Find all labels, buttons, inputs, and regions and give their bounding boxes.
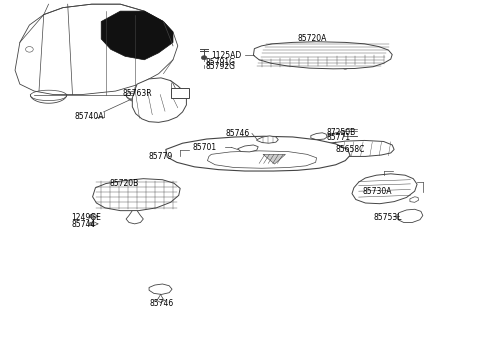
Polygon shape: [318, 140, 394, 156]
Text: 87250B: 87250B: [326, 128, 355, 136]
Text: 1249GE: 1249GE: [72, 213, 101, 222]
Text: 1125AD: 1125AD: [211, 51, 241, 60]
Text: 85720B: 85720B: [110, 179, 139, 188]
Polygon shape: [126, 211, 144, 224]
Circle shape: [89, 222, 94, 225]
Polygon shape: [166, 136, 350, 171]
Polygon shape: [311, 133, 327, 140]
Polygon shape: [352, 174, 417, 204]
Polygon shape: [93, 179, 180, 211]
Polygon shape: [101, 11, 173, 60]
Circle shape: [89, 215, 94, 218]
Text: 85779: 85779: [149, 152, 173, 161]
Bar: [170, 88, 189, 98]
Text: 85753L: 85753L: [373, 213, 402, 222]
Text: 85730A: 85730A: [362, 187, 392, 196]
Text: 85720A: 85720A: [298, 34, 327, 43]
Text: 85746: 85746: [149, 299, 173, 307]
Text: 85746: 85746: [225, 129, 250, 138]
Polygon shape: [253, 42, 392, 69]
Polygon shape: [132, 78, 186, 122]
Circle shape: [201, 55, 207, 60]
Polygon shape: [238, 145, 258, 152]
Polygon shape: [263, 154, 286, 164]
Text: 85771: 85771: [326, 133, 350, 142]
Text: 85744: 85744: [72, 221, 96, 229]
Polygon shape: [397, 209, 423, 222]
Text: 85792G: 85792G: [205, 62, 235, 71]
Text: 85658C: 85658C: [336, 145, 365, 154]
Polygon shape: [410, 197, 419, 202]
Text: 85740A: 85740A: [75, 112, 104, 121]
Text: 85701: 85701: [193, 143, 217, 152]
Text: 85791G: 85791G: [205, 58, 235, 67]
Polygon shape: [257, 136, 278, 143]
Polygon shape: [149, 284, 172, 295]
Text: 85763R: 85763R: [123, 89, 152, 98]
